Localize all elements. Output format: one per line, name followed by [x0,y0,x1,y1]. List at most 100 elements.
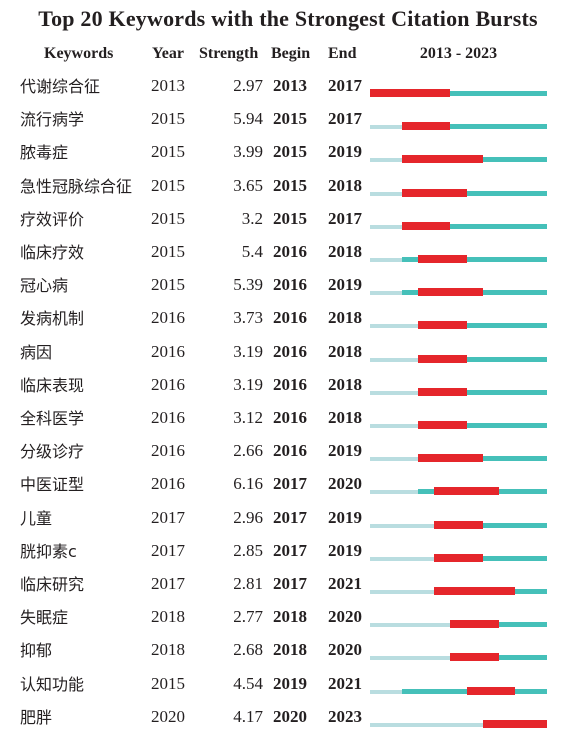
burst-segment [434,520,483,529]
header-keywords: Keywords [44,45,114,62]
pre-appearance-segment [370,258,403,262]
year-cell: 2015 [151,275,185,295]
keyword-cell: 胱抑素c [20,541,77,561]
end-cell: 2021 [328,574,362,593]
strength-cell: 2.85 [233,540,263,560]
active-segment [402,290,419,296]
header-strength: Strength [199,45,259,62]
pre-appearance-segment [370,324,419,329]
begin-cell: 2017 [273,474,307,494]
table-row: 急性冠脉综合征 2015 3.65 2015 2018 [0,173,576,206]
active-segment [498,489,547,495]
burst-segment [418,354,467,363]
end-cell: 2020 [328,607,362,627]
burst-segment [434,553,483,562]
table-row: 病因 2016 3.19 2016 2018 [0,339,576,372]
begin-cell: 2015 [273,142,307,162]
keyword-cell: 代谢综合征 [20,77,101,96]
active-segment [514,688,547,694]
strength-cell: 4.17 [233,706,263,726]
strength-cell: 3.19 [233,341,263,361]
burst-segment [402,188,467,197]
keyword-cell: 冠心病 [20,276,69,296]
keyword-cell: 发病机制 [20,309,85,329]
pre-appearance-segment [370,424,419,428]
keyword-cell: 临床疗效 [20,243,85,262]
active-segment [402,257,419,262]
strength-cell: 2.68 [233,640,263,660]
end-cell: 2018 [328,408,362,427]
burst-timeline [370,83,547,103]
year-cell: 2015 [151,175,185,195]
end-cell: 2017 [328,109,362,129]
burst-timeline [370,116,547,136]
keyword-cell: 肥胖 [20,707,53,727]
burst-segment [418,288,483,297]
burst-segment [418,454,483,463]
table-row: 抑郁 2018 2.68 2018 2020 [0,637,576,670]
end-cell: 2017 [328,208,362,228]
begin-cell: 2013 [273,76,307,95]
strength-cell: 5.94 [233,109,263,129]
keyword-cell: 流行病学 [20,110,85,130]
pre-appearance-segment [370,590,435,594]
table-row: 脓毒症 2015 3.99 2015 2019 [0,139,576,172]
burst-segment [418,421,467,429]
year-cell: 2016 [151,308,185,328]
end-cell: 2018 [328,308,362,328]
strength-cell: 3.12 [233,408,263,427]
burst-segment [370,89,451,97]
table-row: 失眠症 2018 2.77 2018 2020 [0,604,576,637]
burst-segment [466,686,515,695]
strength-cell: 5.39 [233,275,263,295]
header-year-range: 2013 - 2023 [419,45,498,62]
pre-appearance-segment [370,556,435,561]
keyword-cell: 抑郁 [20,641,53,661]
year-cell: 2015 [151,142,185,162]
strength-cell: 4.54 [233,673,263,693]
burst-timeline [370,714,547,734]
year-cell: 2016 [151,474,185,494]
year-cell: 2017 [151,540,185,560]
table-row: 分级诊疗 2016 2.66 2016 2019 [0,438,576,471]
table-row: 临床表现 2016 3.19 2016 2018 [0,372,576,405]
begin-cell: 2017 [273,574,307,593]
active-segment [450,124,547,130]
pre-appearance-segment [370,656,451,661]
pre-appearance-segment [370,158,403,163]
burst-timeline [370,415,547,435]
begin-cell: 2016 [273,242,307,261]
year-cell: 2016 [151,341,185,361]
strength-cell: 3.99 [233,142,263,162]
year-cell: 2016 [151,408,185,427]
table-row: 儿童 2017 2.96 2017 2019 [0,505,576,538]
strength-cell: 3.65 [233,175,263,195]
burst-segment [434,587,515,595]
pre-appearance-segment [370,291,403,296]
pre-appearance-segment [370,191,403,196]
begin-cell: 2017 [273,507,307,527]
year-cell: 2017 [151,507,185,527]
active-segment [498,655,547,661]
header-year: Year [152,45,184,62]
active-segment [466,190,547,196]
table-row: 临床研究 2017 2.81 2017 2021 [0,571,576,604]
burst-timeline [370,249,547,269]
year-cell: 2020 [151,706,185,726]
strength-cell: 6.16 [233,474,263,494]
active-segment [514,589,547,594]
burst-timeline [370,216,547,236]
active-segment [418,489,435,495]
table-row: 全科医学 2016 3.12 2016 2018 [0,405,576,438]
strength-cell: 3.73 [233,308,263,328]
active-segment [466,257,547,262]
burst-segment [450,653,499,662]
strength-cell: 2.96 [233,507,263,527]
begin-cell: 2015 [273,175,307,195]
year-cell: 2015 [151,242,185,261]
pre-appearance-segment [370,224,403,229]
strength-cell: 2.66 [233,441,263,461]
pre-appearance-segment [370,523,435,528]
header-begin: Begin [271,45,311,62]
pre-appearance-segment [370,623,451,628]
